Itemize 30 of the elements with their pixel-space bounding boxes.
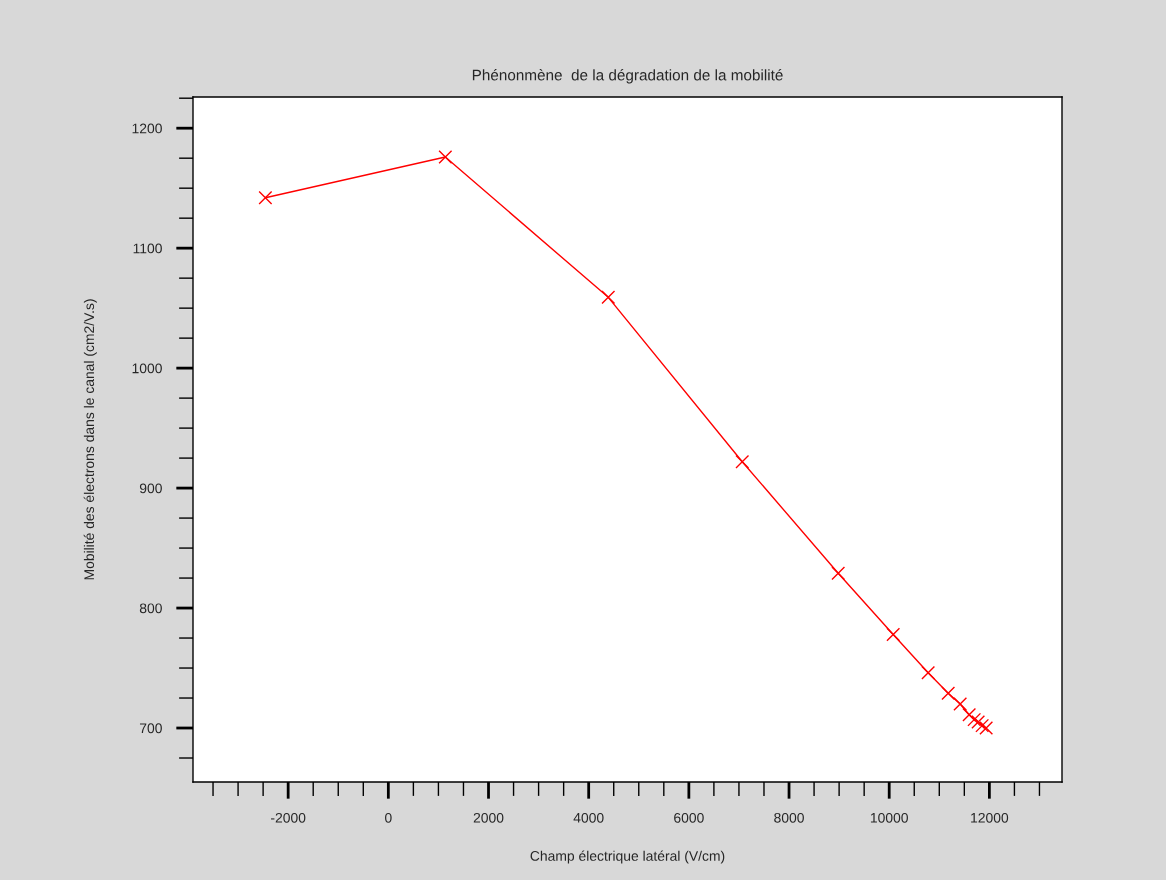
point — [735, 454, 750, 469]
point — [886, 627, 901, 642]
point — [967, 712, 982, 727]
x-tick-label: -2000 — [271, 812, 306, 823]
x-tick-label: 4000 — [573, 812, 604, 823]
point — [831, 566, 846, 581]
y-tick-label: 1100 — [133, 243, 162, 254]
x-tick-label: 2000 — [473, 812, 504, 823]
x-tick-label: 12000 — [971, 812, 1009, 823]
point — [438, 150, 453, 164]
point — [953, 697, 968, 711]
x-tick-label: 8000 — [774, 812, 804, 823]
y-tick-label: 900 — [139, 483, 162, 494]
point — [962, 707, 977, 722]
x-tick-label: 6000 — [674, 812, 704, 823]
y-tick-label: 700 — [139, 723, 162, 734]
x-axis-title: Champ électrique latéral (V/cm) — [530, 850, 725, 864]
x-tick-label: 0 — [385, 812, 392, 823]
y-tick-label: 1000 — [132, 363, 162, 374]
point — [975, 718, 990, 733]
point — [921, 665, 936, 680]
point — [979, 721, 994, 735]
x-tick-label: 10000 — [870, 812, 908, 823]
y-tick-label: 800 — [139, 603, 162, 614]
point — [601, 290, 616, 305]
chart-title: Phénonmène de la dégradation de la mobilité — [472, 69, 783, 84]
y-tick-label: 1200 — [132, 123, 162, 134]
y-axis-title: Mobilité des électrons dans le canal (cm2/V.s) — [83, 299, 97, 580]
point — [941, 686, 956, 701]
point — [258, 190, 273, 205]
